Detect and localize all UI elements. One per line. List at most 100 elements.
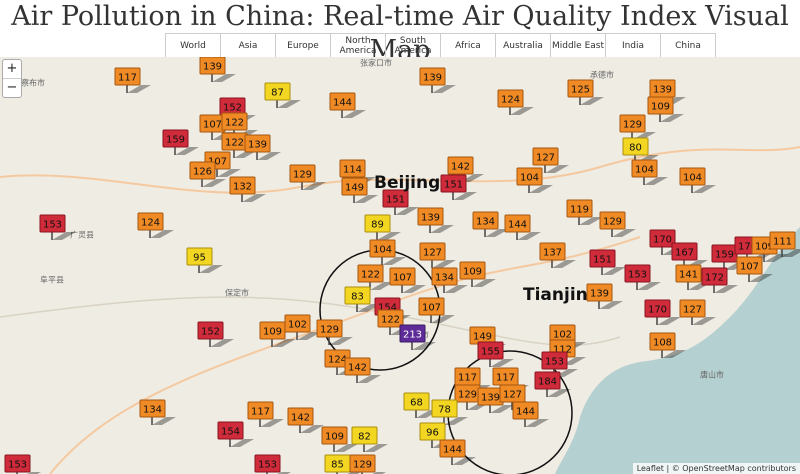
aqi-value: 89 (371, 220, 384, 231)
marker-shadow (217, 169, 241, 177)
aqi-marker (197, 321, 224, 340)
aqi-value: 117 (458, 373, 477, 384)
aqi-value: 129 (293, 170, 312, 181)
aqi-value: 117 (118, 73, 137, 84)
aqi-value: 122 (361, 270, 380, 281)
aqi-value: 124 (328, 355, 347, 366)
marker-shadow (357, 375, 381, 383)
aqi-value: 170 (653, 235, 672, 246)
nav-item[interactable]: South America (386, 34, 441, 58)
aqi-value: 149 (473, 332, 492, 343)
nav-item[interactable]: China (661, 34, 716, 58)
marker-shadow (199, 265, 223, 273)
aqi-marker (284, 314, 311, 333)
nav-item[interactable]: Europe (276, 34, 331, 58)
aqi-value: 149 (345, 183, 364, 194)
marker-shadow (260, 419, 284, 427)
aqi-marker (512, 401, 539, 420)
aqi-marker (344, 286, 371, 305)
aqi-marker (189, 161, 216, 180)
place-label: 保定市 (225, 288, 249, 298)
marker-shadow (692, 317, 716, 325)
zoom-in[interactable]: + (6, 61, 18, 76)
marker-shadow (272, 339, 296, 347)
aqi-marker (321, 426, 348, 445)
aqi-marker (440, 174, 467, 193)
marker-shadow (370, 282, 394, 290)
marker-shadow (580, 97, 604, 105)
marker-shadow (444, 417, 468, 425)
aqi-marker (539, 242, 566, 261)
place-label: 广灵县 (70, 230, 94, 240)
aqi-marker (567, 79, 594, 98)
nav-item[interactable]: Africa (441, 34, 496, 58)
aqi-marker (287, 407, 314, 426)
marker-shadow (547, 389, 571, 397)
aqi-marker (349, 454, 376, 473)
city-label: Beijing (374, 173, 440, 193)
place-label: 乌兰察布市 (5, 78, 45, 88)
aqi-marker (472, 211, 499, 230)
aqi-value: 134 (435, 273, 454, 284)
aqi-value: 109 (463, 267, 482, 278)
marker-shadow (402, 285, 426, 293)
nav-item[interactable]: North America (331, 34, 386, 58)
aqi-value: 151 (444, 180, 463, 191)
aqi-marker (221, 112, 248, 131)
map[interactable]: 乌兰察布市张家口市承德市天津市唐山市保定市广灵县阜平县 119117139871… (0, 57, 800, 474)
nav-item[interactable]: World (165, 34, 221, 58)
aqi-value: 78 (438, 405, 451, 416)
aqi-value: 127 (423, 248, 442, 259)
aqi-value: 152 (201, 327, 220, 338)
zoom-control: + − (2, 59, 22, 98)
marker-shadow (364, 444, 388, 452)
aqi-marker (679, 299, 706, 318)
marker-shadow (202, 179, 226, 187)
marker-shadow (377, 232, 401, 240)
marker-shadow (452, 457, 476, 465)
aqi-marker (679, 167, 706, 186)
aqi-value: 127 (503, 390, 522, 401)
aqi-value: 144 (443, 445, 462, 456)
aqi-value: 122 (381, 315, 400, 326)
aqi-value: 107 (208, 157, 227, 168)
marker-shadow (644, 177, 668, 185)
aqi-marker (4, 454, 31, 473)
aqi-marker (447, 156, 474, 175)
zoom-out[interactable]: − (3, 78, 21, 97)
aqi-value: 144 (508, 220, 527, 231)
marker-shadow (212, 74, 236, 82)
aqi-marker (504, 214, 531, 233)
aqi-value: 104 (520, 173, 539, 184)
marker-shadow (472, 279, 496, 287)
aqi-marker (382, 189, 409, 208)
aqi-marker (589, 249, 616, 268)
marker-shadow (152, 417, 176, 425)
aqi-value: 167 (675, 248, 694, 259)
marker-shadow (334, 444, 358, 452)
nav-item[interactable]: Australia (496, 34, 551, 58)
aqi-value: 112 (553, 345, 572, 356)
aqi-value: 142 (451, 162, 470, 173)
nav-item[interactable]: India (606, 34, 661, 58)
marker-shadow (432, 85, 456, 93)
aqi-value: 119 (570, 205, 589, 216)
aqi-value: 139 (590, 289, 609, 300)
nav-item[interactable]: Middle East (551, 34, 606, 58)
aqi-value: 117 (496, 373, 515, 384)
aqi-marker (439, 439, 466, 458)
attribution[interactable]: Leaflet | © OpenStreetMap contributors (632, 463, 800, 474)
aqi-value: 126 (193, 167, 212, 178)
aqi-marker (459, 261, 486, 280)
nav-item[interactable]: Asia (221, 34, 276, 58)
aqi-marker (399, 324, 426, 343)
road (0, 146, 800, 194)
aqi-marker (417, 207, 444, 226)
aqi-marker (316, 319, 343, 338)
aqi-value: 144 (516, 407, 535, 418)
aqi-value: 142 (291, 413, 310, 424)
aqi-marker (622, 137, 649, 156)
aqi-marker (114, 67, 141, 86)
aqi-value: 107 (203, 120, 222, 131)
